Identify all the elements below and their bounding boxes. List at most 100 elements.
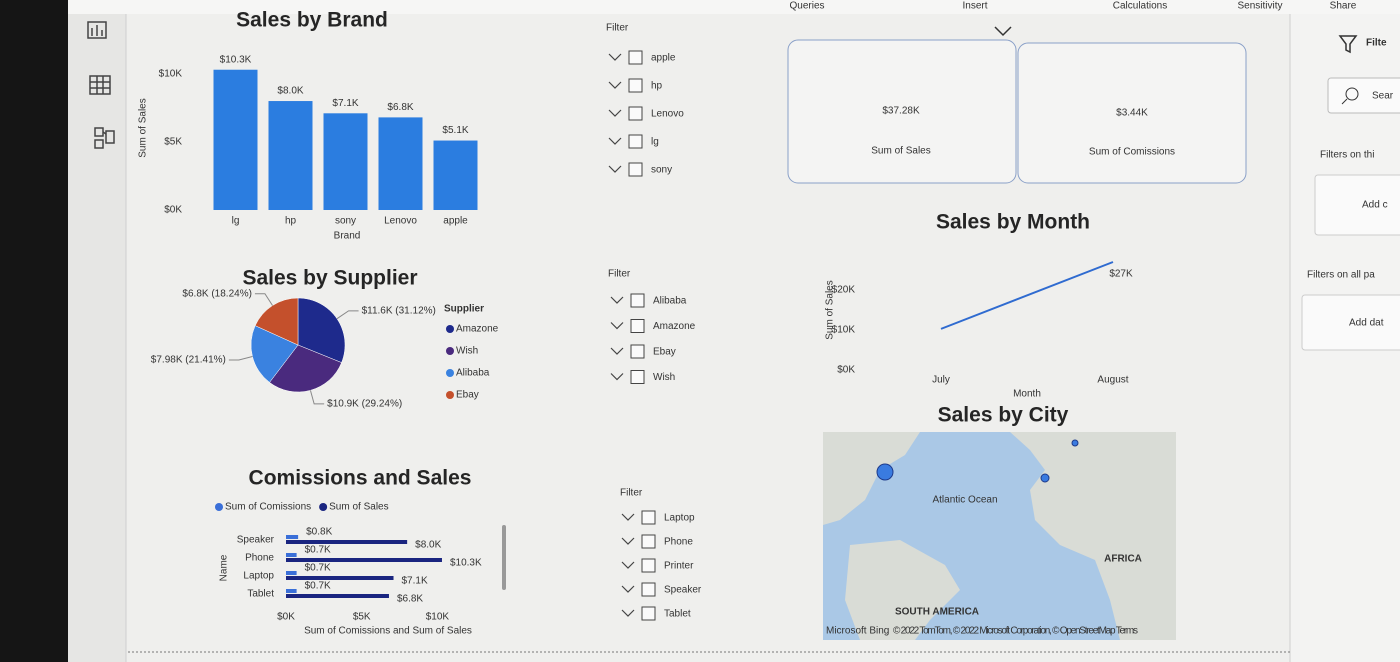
- chart-title: Sales by Month: [936, 211, 1090, 234]
- map-bubble[interactable]: [1040, 473, 1050, 483]
- data-label: $6.8K: [397, 594, 423, 605]
- bar[interactable]: [286, 540, 408, 544]
- map-attribution: © 2022 TomTom, © 2022 Microsoft Corporat…: [893, 626, 1138, 637]
- expand-chevron[interactable]: [621, 513, 635, 521]
- bar[interactable]: [286, 594, 389, 598]
- x-axis-title: Month: [1013, 389, 1041, 400]
- filter-well[interactable]: [1301, 294, 1400, 351]
- bar[interactable]: [286, 553, 297, 557]
- map-land: [845, 540, 960, 640]
- expand-chevron[interactable]: [610, 373, 624, 381]
- x-tick-label: Lenovo: [384, 216, 417, 227]
- y-tick-label: $0K: [837, 365, 855, 376]
- card-value: $37.28K: [882, 106, 920, 117]
- cards: [787, 39, 1247, 184]
- pie-slice[interactable]: [254, 297, 299, 346]
- expand-chevron[interactable]: [621, 609, 635, 617]
- checkbox[interactable]: [628, 50, 643, 65]
- bar[interactable]: [378, 117, 423, 210]
- map-bubble[interactable]: [1071, 439, 1079, 447]
- bar[interactable]: [286, 558, 442, 562]
- y-tick-label: $10K: [832, 325, 856, 336]
- slicer-item: Printer: [664, 561, 694, 572]
- data-label: $8.0K: [415, 540, 441, 551]
- checkbox[interactable]: [630, 344, 645, 359]
- data-label: $0.8K: [306, 527, 332, 538]
- dropdown-chevron[interactable]: [994, 26, 1012, 37]
- filter-well[interactable]: [1314, 174, 1400, 236]
- slicer-title: Filter: [606, 23, 629, 34]
- left-nav: [68, 0, 126, 662]
- bar[interactable]: [268, 101, 313, 210]
- search-box[interactable]: [1327, 77, 1400, 114]
- expand-chevron[interactable]: [621, 537, 635, 545]
- checkbox[interactable]: [630, 293, 645, 308]
- bar[interactable]: [433, 140, 478, 210]
- slicer-item: apple: [651, 53, 676, 64]
- x-axis-title: Sum of Comissions and Sum of Sales: [304, 626, 472, 637]
- leader-line: [336, 310, 359, 320]
- filter-icon: [1338, 35, 1358, 54]
- bar[interactable]: [323, 113, 368, 210]
- x-tick-label: August: [1097, 375, 1128, 386]
- pie-slice[interactable]: [269, 344, 342, 393]
- checkbox[interactable]: [641, 510, 656, 525]
- expand-chevron[interactable]: [608, 165, 622, 173]
- expand-chevron[interactable]: [608, 81, 622, 89]
- expand-chevron[interactable]: [610, 296, 624, 304]
- expand-chevron[interactable]: [608, 137, 622, 145]
- checkbox[interactable]: [641, 582, 656, 597]
- bar[interactable]: [286, 535, 299, 539]
- checkbox[interactable]: [630, 319, 645, 333]
- expand-chevron[interactable]: [610, 347, 624, 355]
- data-view-icon[interactable]: [89, 75, 111, 95]
- add-field: Add c: [1362, 200, 1388, 211]
- expand-chevron[interactable]: [621, 585, 635, 593]
- checkbox[interactable]: [628, 106, 643, 121]
- x-tick-label: $5K: [353, 612, 371, 623]
- legend-label: Wish: [456, 346, 478, 357]
- y-axis-title: Name: [219, 554, 230, 581]
- legend-label: Alibaba: [456, 368, 490, 379]
- bar[interactable]: [286, 576, 394, 580]
- map-bubble[interactable]: [876, 463, 894, 481]
- x-tick-label: $10K: [426, 612, 450, 623]
- bar[interactable]: [286, 571, 297, 575]
- y-axis-title: Sum of Sales: [825, 280, 836, 339]
- slicer-item: Wish: [653, 372, 675, 383]
- checkbox[interactable]: [628, 78, 643, 93]
- checkbox[interactable]: [630, 370, 645, 384]
- slicer-item: Speaker: [664, 585, 702, 596]
- data-label: $6.8K: [387, 102, 413, 113]
- scrollbar[interactable]: [502, 525, 506, 590]
- section-title: Filters on all pa: [1307, 270, 1375, 281]
- checkbox[interactable]: [641, 606, 656, 621]
- slicer-item: Laptop: [664, 513, 695, 524]
- report-view-icon[interactable]: [87, 21, 107, 39]
- checkbox[interactable]: [641, 558, 656, 573]
- map-label: AFRICA: [1104, 554, 1142, 565]
- bar[interactable]: [213, 69, 258, 210]
- checkbox[interactable]: [628, 162, 643, 177]
- ribbon-tab: Share: [1330, 1, 1357, 12]
- expand-chevron[interactable]: [610, 322, 624, 330]
- pie-slice[interactable]: [297, 297, 346, 363]
- x-tick-label: $0K: [277, 612, 295, 623]
- expand-chevron[interactable]: [608, 53, 622, 61]
- ribbon-tab: Sensitivity: [1237, 1, 1282, 12]
- data-label: $10.3K: [220, 54, 252, 65]
- expand-chevron[interactable]: [608, 109, 622, 117]
- checkbox[interactable]: [628, 134, 643, 149]
- x-tick-label: sony: [335, 216, 356, 227]
- card-value: $3.44K: [1116, 108, 1148, 119]
- slicer-item: Alibaba: [653, 296, 687, 307]
- checkbox[interactable]: [641, 534, 656, 549]
- y-axis-title: Sum of Sales: [138, 98, 149, 157]
- bar[interactable]: [286, 589, 297, 593]
- model-view-icon[interactable]: [94, 127, 115, 149]
- expand-chevron[interactable]: [621, 561, 635, 569]
- slicer-item: Ebay: [653, 347, 676, 358]
- slicer-item: hp: [651, 81, 663, 92]
- leader-line: [254, 293, 273, 306]
- data-label: $6.8K (18.24%): [182, 288, 252, 299]
